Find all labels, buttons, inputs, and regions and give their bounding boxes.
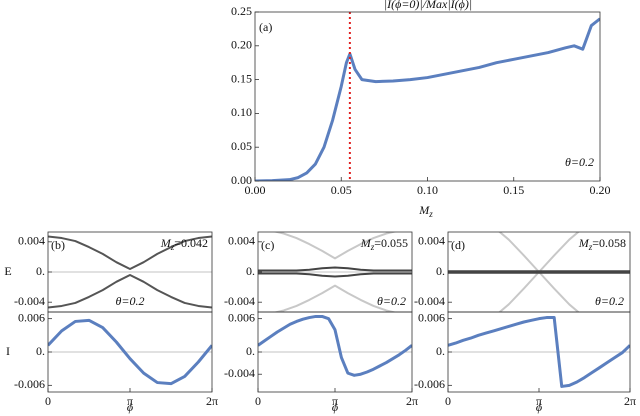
x-tick-label: 0: [255, 394, 261, 408]
x-tick-label: 0: [45, 394, 51, 408]
y-tick-label: 0.: [436, 264, 445, 278]
y-tick-label: 0.10: [231, 105, 252, 119]
y-tick-label: 0.006: [18, 310, 45, 324]
y-tick-label: -0.004: [414, 294, 445, 308]
curve: [272, 232, 398, 260]
panel-label: (b): [51, 238, 65, 252]
curve: [48, 274, 212, 309]
frame: [254, 11, 601, 182]
x-axis-label: ϕ: [536, 400, 542, 414]
panel-label: (d): [451, 238, 465, 252]
curve: [48, 318, 212, 386]
annotation: Mz=0.055: [360, 236, 408, 252]
y-tick-label: 0.20: [231, 38, 252, 52]
x-axis-label: ϕ: [127, 400, 133, 414]
annotation: θ=0.2: [565, 155, 594, 169]
annotation: θ=0.2: [116, 294, 145, 308]
curve: [448, 316, 630, 388]
frame: [257, 311, 413, 393]
x-axis-label: ϕ: [332, 400, 338, 414]
y-axis-label: E: [4, 264, 11, 278]
y-tick-label: 0.004: [18, 234, 45, 248]
x-tick-label: 2π: [206, 394, 218, 408]
y-tick-label: 0.: [36, 344, 45, 358]
x-tick-label: π: [536, 394, 542, 408]
y-tick-label: 0.006: [418, 310, 445, 324]
panel-label: (c): [261, 238, 274, 252]
x-tick-label: 0.20: [590, 183, 611, 197]
y-tick-label: 0.004: [228, 234, 255, 248]
x-tick-label: 0.10: [417, 183, 438, 197]
y-tick-label: 0.004: [418, 234, 445, 248]
frame: [447, 311, 631, 393]
frame: [47, 311, 213, 393]
y-tick-label: -0.006: [414, 377, 445, 391]
annotation: θ=0.2: [377, 294, 406, 308]
panel-label: (a): [259, 20, 272, 34]
x-axis-label: Mz: [418, 203, 433, 219]
annotation: θ=0.2: [595, 294, 624, 308]
curve: [258, 272, 412, 278]
x-tick-label: 0: [445, 394, 451, 408]
y-tick-label: 0.00: [231, 173, 252, 187]
chart-title: |I(ϕ=0)|/Max|I(ϕ)|: [384, 0, 472, 11]
y-tick-label: 0.25: [231, 4, 252, 18]
x-tick-label: 2π: [624, 394, 636, 408]
curve: [272, 284, 398, 312]
y-tick-label: 0.006: [228, 310, 255, 324]
y-tick-label: 0.15: [231, 71, 252, 85]
y-tick-label: 0.: [436, 344, 445, 358]
curve: [255, 17, 600, 181]
curve: [258, 314, 412, 377]
y-tick-label: 0.: [246, 264, 255, 278]
y-tick-label: -0.004: [224, 294, 255, 308]
curve: [258, 266, 412, 272]
x-tick-label: 0.05: [331, 183, 352, 197]
x-tick-label: 2π: [406, 394, 418, 408]
y-tick-label: -0.004: [14, 294, 45, 308]
y-tick-label: 0.: [246, 344, 255, 358]
y-tick-label: 0.05: [231, 139, 252, 153]
annotation: Mz=0.058: [578, 236, 626, 252]
annotation: Mz=0.042: [160, 236, 208, 252]
y-axis-label: I: [6, 344, 10, 358]
y-tick-label: -0.004: [224, 366, 255, 380]
y-tick-label: 0.: [36, 264, 45, 278]
x-tick-label: 0.00: [245, 183, 266, 197]
x-tick-label: π: [127, 394, 133, 408]
x-tick-label: π: [332, 394, 338, 408]
curve: [48, 235, 212, 270]
y-tick-label: -0.006: [14, 377, 45, 391]
x-tick-label: 0.15: [503, 183, 524, 197]
